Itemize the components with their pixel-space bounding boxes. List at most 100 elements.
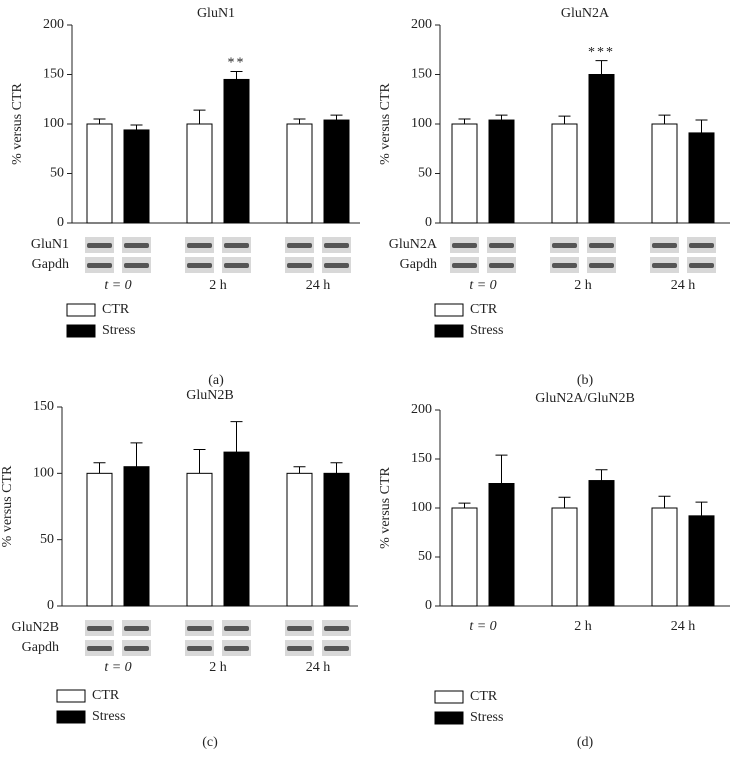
blot-band bbox=[224, 263, 249, 268]
blot-band bbox=[652, 243, 677, 248]
blot-band bbox=[452, 263, 477, 268]
y-tick-label: 200 bbox=[411, 17, 432, 32]
bar bbox=[451, 123, 478, 224]
y-axis-label: % versus CTR bbox=[0, 465, 15, 547]
blot-band bbox=[287, 243, 312, 248]
chart-title: GluN1 bbox=[197, 6, 235, 21]
y-tick-label: 150 bbox=[33, 399, 54, 414]
error-bar bbox=[293, 466, 306, 474]
y-axis-label: % versus CTR bbox=[378, 467, 393, 549]
blot-band bbox=[324, 243, 349, 248]
legend-swatch bbox=[434, 303, 464, 317]
y-tick-label: 200 bbox=[411, 402, 432, 417]
y-tick-label: 0 bbox=[425, 598, 432, 613]
y-tick-label: 0 bbox=[47, 598, 54, 613]
bar bbox=[323, 472, 350, 607]
annotation: *** bbox=[588, 45, 615, 60]
bar bbox=[651, 123, 678, 224]
blot-band bbox=[87, 243, 112, 248]
blot-band bbox=[124, 626, 149, 631]
legend-swatch bbox=[66, 303, 96, 317]
legend-swatch bbox=[66, 324, 96, 338]
chart-title: GluN2A bbox=[561, 6, 610, 21]
blot-band bbox=[187, 263, 212, 268]
error-bar bbox=[230, 421, 243, 453]
blot-band bbox=[187, 646, 212, 651]
x-tick-label: t = 0 bbox=[104, 660, 131, 675]
legend-label: Stress bbox=[92, 709, 125, 724]
blot-band bbox=[187, 243, 212, 248]
blot-label: Gapdh bbox=[22, 640, 59, 655]
bar bbox=[186, 123, 213, 224]
error-bar bbox=[330, 462, 343, 474]
bar bbox=[588, 74, 615, 224]
blot-band bbox=[287, 646, 312, 651]
bar bbox=[186, 472, 213, 607]
blot-label: Gapdh bbox=[400, 257, 437, 272]
blot-label: Gapdh bbox=[32, 257, 69, 272]
blot-band bbox=[552, 243, 577, 248]
legend-label: Stress bbox=[470, 323, 503, 338]
x-tick-label: 2 h bbox=[209, 660, 227, 675]
error-bar bbox=[293, 118, 306, 124]
legend-swatch bbox=[434, 690, 464, 704]
blot-band bbox=[187, 626, 212, 631]
legend-label: CTR bbox=[470, 302, 498, 317]
error-bar bbox=[558, 115, 571, 124]
bar bbox=[223, 78, 250, 224]
error-bar bbox=[458, 502, 471, 508]
panel-label: (d) bbox=[577, 735, 594, 750]
error-bar bbox=[193, 109, 206, 124]
error-bar bbox=[130, 442, 143, 467]
chart-title: GluN2A/GluN2B bbox=[535, 391, 635, 406]
error-bar bbox=[458, 118, 471, 124]
legend-label: CTR bbox=[470, 689, 498, 704]
y-tick-label: 50 bbox=[418, 166, 432, 181]
blot-band bbox=[489, 263, 514, 268]
error-bar bbox=[695, 119, 708, 133]
error-bar bbox=[193, 448, 206, 474]
error-bar bbox=[658, 495, 671, 508]
panel-label: (c) bbox=[202, 735, 218, 750]
legend-label: Stress bbox=[102, 323, 135, 338]
error-bar bbox=[130, 124, 143, 130]
blot-band bbox=[87, 263, 112, 268]
y-tick-label: 150 bbox=[411, 67, 432, 82]
y-tick-label: 50 bbox=[40, 532, 54, 547]
error-bar bbox=[595, 469, 608, 481]
y-axis-label: % versus CTR bbox=[10, 83, 25, 165]
blot-band bbox=[689, 243, 714, 248]
annotation: ** bbox=[228, 56, 246, 71]
x-tick-label: t = 0 bbox=[469, 619, 496, 634]
bar bbox=[323, 119, 350, 224]
x-tick-label: 2 h bbox=[209, 278, 227, 293]
y-axis-label: % versus CTR bbox=[378, 83, 393, 165]
error-bar bbox=[658, 114, 671, 124]
blot-band bbox=[224, 646, 249, 651]
bar bbox=[451, 507, 478, 607]
error-bar bbox=[495, 454, 508, 484]
blot-band bbox=[324, 263, 349, 268]
blot-band bbox=[224, 626, 249, 631]
blot-band bbox=[87, 626, 112, 631]
y-tick-label: 50 bbox=[418, 549, 432, 564]
x-tick-label: t = 0 bbox=[469, 278, 496, 293]
y-tick-label: 100 bbox=[33, 466, 54, 481]
bar bbox=[86, 472, 113, 607]
y-tick-label: 100 bbox=[411, 116, 432, 131]
x-tick-label: 24 h bbox=[671, 278, 696, 293]
bar bbox=[286, 472, 313, 607]
bar bbox=[488, 483, 515, 607]
x-tick-label: 24 h bbox=[306, 660, 331, 675]
error-bar bbox=[230, 71, 243, 80]
blot-label: GluN2B bbox=[12, 620, 59, 635]
x-tick-label: 2 h bbox=[574, 619, 592, 634]
blot-band bbox=[324, 626, 349, 631]
chart-title: GluN2B bbox=[186, 388, 233, 403]
blot-band bbox=[324, 646, 349, 651]
blot-band bbox=[124, 646, 149, 651]
y-tick-label: 100 bbox=[411, 500, 432, 515]
y-tick-label: 150 bbox=[43, 67, 64, 82]
legend-label: CTR bbox=[102, 302, 130, 317]
bar bbox=[551, 507, 578, 607]
